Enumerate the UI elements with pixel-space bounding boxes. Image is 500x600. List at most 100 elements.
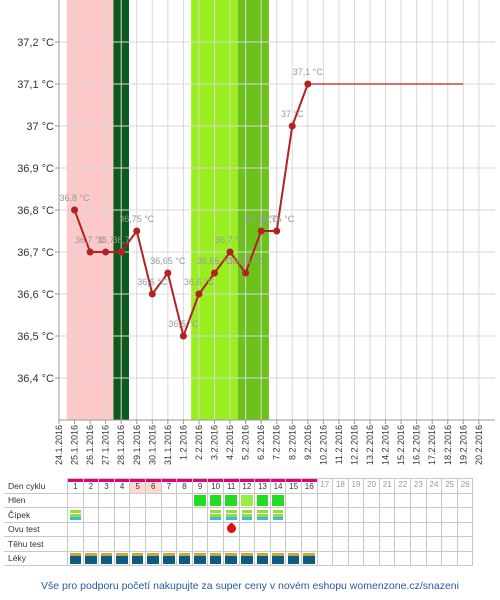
cycle-cell[interactable]	[332, 521, 349, 537]
cycle-cell[interactable]	[347, 536, 365, 552]
cycle-cell[interactable]: 25	[441, 478, 458, 494]
cycle-cell[interactable]	[347, 521, 365, 537]
cycle-cell[interactable]	[300, 507, 318, 523]
cycle-cell[interactable]	[254, 492, 271, 508]
cycle-cell[interactable]	[269, 536, 287, 552]
cycle-cell[interactable]: 23	[410, 478, 427, 494]
cycle-cell[interactable]	[410, 536, 427, 552]
cycle-cell[interactable]	[316, 536, 334, 552]
cycle-cell[interactable]	[410, 492, 427, 508]
cycle-cell[interactable]	[160, 492, 178, 508]
cycle-cell[interactable]	[191, 550, 209, 566]
cycle-cell[interactable]	[160, 507, 178, 523]
cycle-cell[interactable]	[316, 507, 334, 523]
cycle-cell[interactable]	[441, 550, 458, 566]
cycle-cell[interactable]: 9	[191, 478, 209, 494]
cycle-cell[interactable]	[254, 550, 271, 566]
cycle-cell[interactable]	[269, 507, 287, 523]
cycle-cell[interactable]	[129, 507, 146, 523]
cycle-cell[interactable]	[285, 550, 302, 566]
cycle-cell[interactable]	[129, 536, 146, 552]
cycle-cell[interactable]: 16	[300, 478, 318, 494]
cycle-cell[interactable]	[300, 536, 318, 552]
cycle-cell[interactable]	[82, 521, 100, 537]
cycle-cell[interactable]: 14	[269, 478, 287, 494]
cycle-cell[interactable]	[222, 521, 240, 537]
cycle-cell[interactable]	[316, 492, 334, 508]
cycle-cell[interactable]	[82, 536, 100, 552]
cycle-cell[interactable]: 26	[456, 478, 474, 494]
cycle-cell[interactable]	[269, 550, 287, 566]
cycle-cell[interactable]	[378, 492, 396, 508]
cycle-cell[interactable]	[378, 536, 396, 552]
cycle-cell[interactable]	[363, 550, 380, 566]
cycle-cell[interactable]	[222, 507, 240, 523]
cycle-cell[interactable]	[363, 536, 380, 552]
cycle-cell[interactable]	[441, 492, 458, 508]
cycle-cell[interactable]	[363, 521, 380, 537]
cycle-cell[interactable]	[316, 521, 334, 537]
cycle-cell[interactable]	[113, 536, 131, 552]
cycle-cell[interactable]	[378, 507, 396, 523]
cycle-cell[interactable]	[160, 550, 178, 566]
cycle-cell[interactable]	[441, 536, 458, 552]
cycle-cell[interactable]	[160, 536, 178, 552]
cycle-cell[interactable]	[222, 536, 240, 552]
cycle-cell[interactable]	[176, 521, 193, 537]
cycle-cell[interactable]	[129, 492, 146, 508]
cycle-cell[interactable]: 6	[144, 478, 162, 494]
cycle-cell[interactable]	[238, 492, 256, 508]
cycle-cell[interactable]	[176, 507, 193, 523]
cycle-cell[interactable]	[394, 492, 412, 508]
cycle-cell[interactable]	[269, 492, 287, 508]
cycle-cell[interactable]	[254, 536, 271, 552]
cycle-cell[interactable]	[67, 507, 84, 523]
cycle-cell[interactable]	[67, 536, 84, 552]
cycle-cell[interactable]	[98, 550, 115, 566]
cycle-cell[interactable]	[316, 550, 334, 566]
cycle-cell[interactable]	[207, 507, 224, 523]
cycle-cell[interactable]: 12	[238, 478, 256, 494]
cycle-cell[interactable]	[394, 536, 412, 552]
cycle-cell[interactable]	[222, 492, 240, 508]
cycle-cell[interactable]	[285, 492, 302, 508]
cycle-cell[interactable]: 2	[82, 478, 100, 494]
cycle-cell[interactable]	[144, 521, 162, 537]
cycle-cell[interactable]	[238, 536, 256, 552]
cycle-cell[interactable]	[425, 492, 443, 508]
cycle-cell[interactable]: 10	[207, 478, 224, 494]
cycle-cell[interactable]	[456, 550, 474, 566]
cycle-cell[interactable]	[191, 521, 209, 537]
cycle-cell[interactable]	[300, 521, 318, 537]
cycle-cell[interactable]	[456, 536, 474, 552]
cycle-cell[interactable]	[441, 507, 458, 523]
cycle-cell[interactable]	[425, 507, 443, 523]
cycle-cell[interactable]	[332, 550, 349, 566]
cycle-cell[interactable]	[129, 550, 146, 566]
cycle-cell[interactable]	[238, 550, 256, 566]
cycle-cell[interactable]	[82, 507, 100, 523]
cycle-cell[interactable]	[82, 550, 100, 566]
cycle-cell[interactable]	[300, 550, 318, 566]
cycle-cell[interactable]: 18	[332, 478, 349, 494]
cycle-cell[interactable]	[191, 492, 209, 508]
cycle-cell[interactable]	[363, 507, 380, 523]
cycle-cell[interactable]	[332, 492, 349, 508]
cycle-cell[interactable]	[332, 536, 349, 552]
cycle-cell[interactable]	[144, 536, 162, 552]
cycle-cell[interactable]	[144, 492, 162, 508]
cycle-cell[interactable]	[207, 492, 224, 508]
cycle-cell[interactable]	[456, 492, 474, 508]
cycle-cell[interactable]	[378, 550, 396, 566]
cycle-cell[interactable]	[456, 507, 474, 523]
cycle-cell[interactable]	[285, 507, 302, 523]
cycle-cell[interactable]	[98, 492, 115, 508]
cycle-cell[interactable]	[113, 521, 131, 537]
cycle-cell[interactable]	[394, 521, 412, 537]
cycle-cell[interactable]	[347, 507, 365, 523]
cycle-cell[interactable]	[410, 521, 427, 537]
cycle-cell[interactable]	[191, 507, 209, 523]
cycle-cell[interactable]	[144, 507, 162, 523]
cycle-cell[interactable]	[394, 507, 412, 523]
cycle-cell[interactable]	[129, 521, 146, 537]
